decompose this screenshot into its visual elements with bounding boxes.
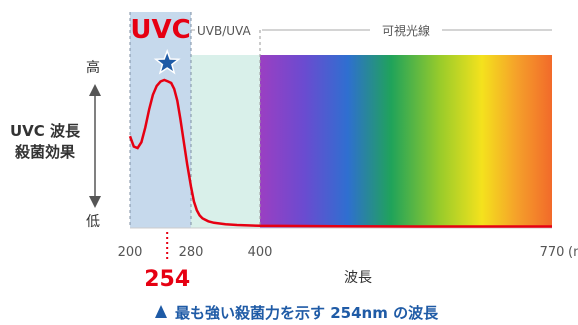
y-low-label: 低 — [86, 214, 100, 230]
y-high-label: 高 — [86, 59, 100, 76]
x-tick-770: 770 — [540, 245, 565, 260]
caption-triangle-icon — [155, 305, 167, 318]
visible-light-spectrum — [260, 55, 552, 228]
peak-star-icon — [153, 48, 181, 75]
x-tick-280: 280 — [179, 245, 204, 260]
x-tick-200: 200 — [118, 245, 143, 260]
uvb-band-label: UVB/UVA — [197, 24, 251, 38]
x-unit-label: (nm) — [568, 245, 578, 260]
uvc-band-label: UVC — [130, 15, 190, 45]
x-axis-label: 波長 — [344, 270, 372, 286]
y-axis-label-line2: 殺菌効果 — [14, 143, 76, 161]
y-axis-label-line1: UVC 波長 — [10, 122, 81, 140]
x-tick-400: 400 — [248, 245, 273, 260]
x-tick-labels: 200 280 400 770 — [118, 245, 565, 260]
peak-caption: 最も強い殺菌力を示す 254nm の波長 — [175, 304, 439, 322]
y-axis-up-arrow-icon — [89, 84, 101, 96]
uvb-uva-band — [191, 55, 260, 228]
visible-band-label: 可視光線 — [382, 23, 430, 38]
y-axis-down-arrow-icon — [89, 196, 101, 208]
sterilization-effect-curve — [128, 78, 552, 228]
peak-value-label: 254 — [144, 267, 190, 292]
